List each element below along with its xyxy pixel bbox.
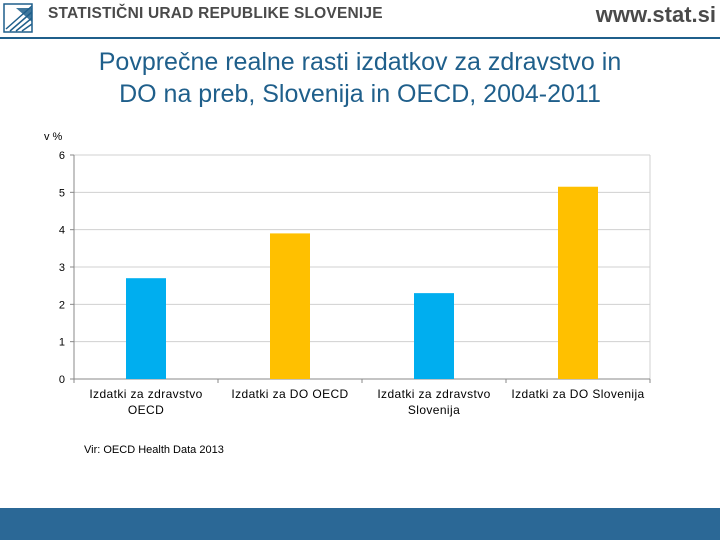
chart-title-line-2: DO na preb, Slovenija in OECD, 2004-2011 [119, 80, 601, 108]
x-tick-label: OECD [128, 403, 164, 417]
y-tick-label: 5 [59, 187, 65, 199]
footer-bar [0, 508, 720, 540]
y-tick-label: 2 [59, 299, 65, 311]
x-tick-label: Izdatki za zdravstvo [377, 387, 490, 401]
y-tick-label: 6 [59, 150, 65, 162]
y-axis-unit-label: v % [44, 131, 63, 143]
x-tick-label: Izdatki za zdravstvo [89, 387, 202, 401]
x-tick-label: Izdatki za DO Slovenija [511, 387, 644, 401]
y-tick-label: 3 [59, 262, 65, 274]
organization-name: STATISTIČNI URAD REPUBLIKE SLOVENIJE [48, 5, 383, 22]
website-link[interactable]: www.stat.si [595, 2, 716, 27]
header: STATISTIČNI URAD REPUBLIKE SLOVENIJE www… [0, 0, 720, 39]
bar [414, 293, 454, 379]
chart-title: Povprečne realne rasti izdatkov za zdrav… [0, 46, 720, 110]
header-divider [0, 37, 720, 39]
source-note: Vir: OECD Health Data 2013 [84, 444, 224, 456]
x-tick-label: Slovenija [408, 403, 460, 417]
y-tick-label: 0 [59, 374, 65, 386]
sors-logo-icon [3, 3, 33, 33]
bar [270, 233, 310, 379]
chart-title-line-1: Povprečne realne rasti izdatkov za zdrav… [98, 48, 622, 76]
y-tick-label: 1 [59, 337, 65, 349]
bar [558, 186, 598, 379]
y-tick-label: 4 [59, 225, 65, 237]
bar [126, 278, 166, 379]
x-tick-label: Izdatki za DO OECD [231, 387, 348, 401]
